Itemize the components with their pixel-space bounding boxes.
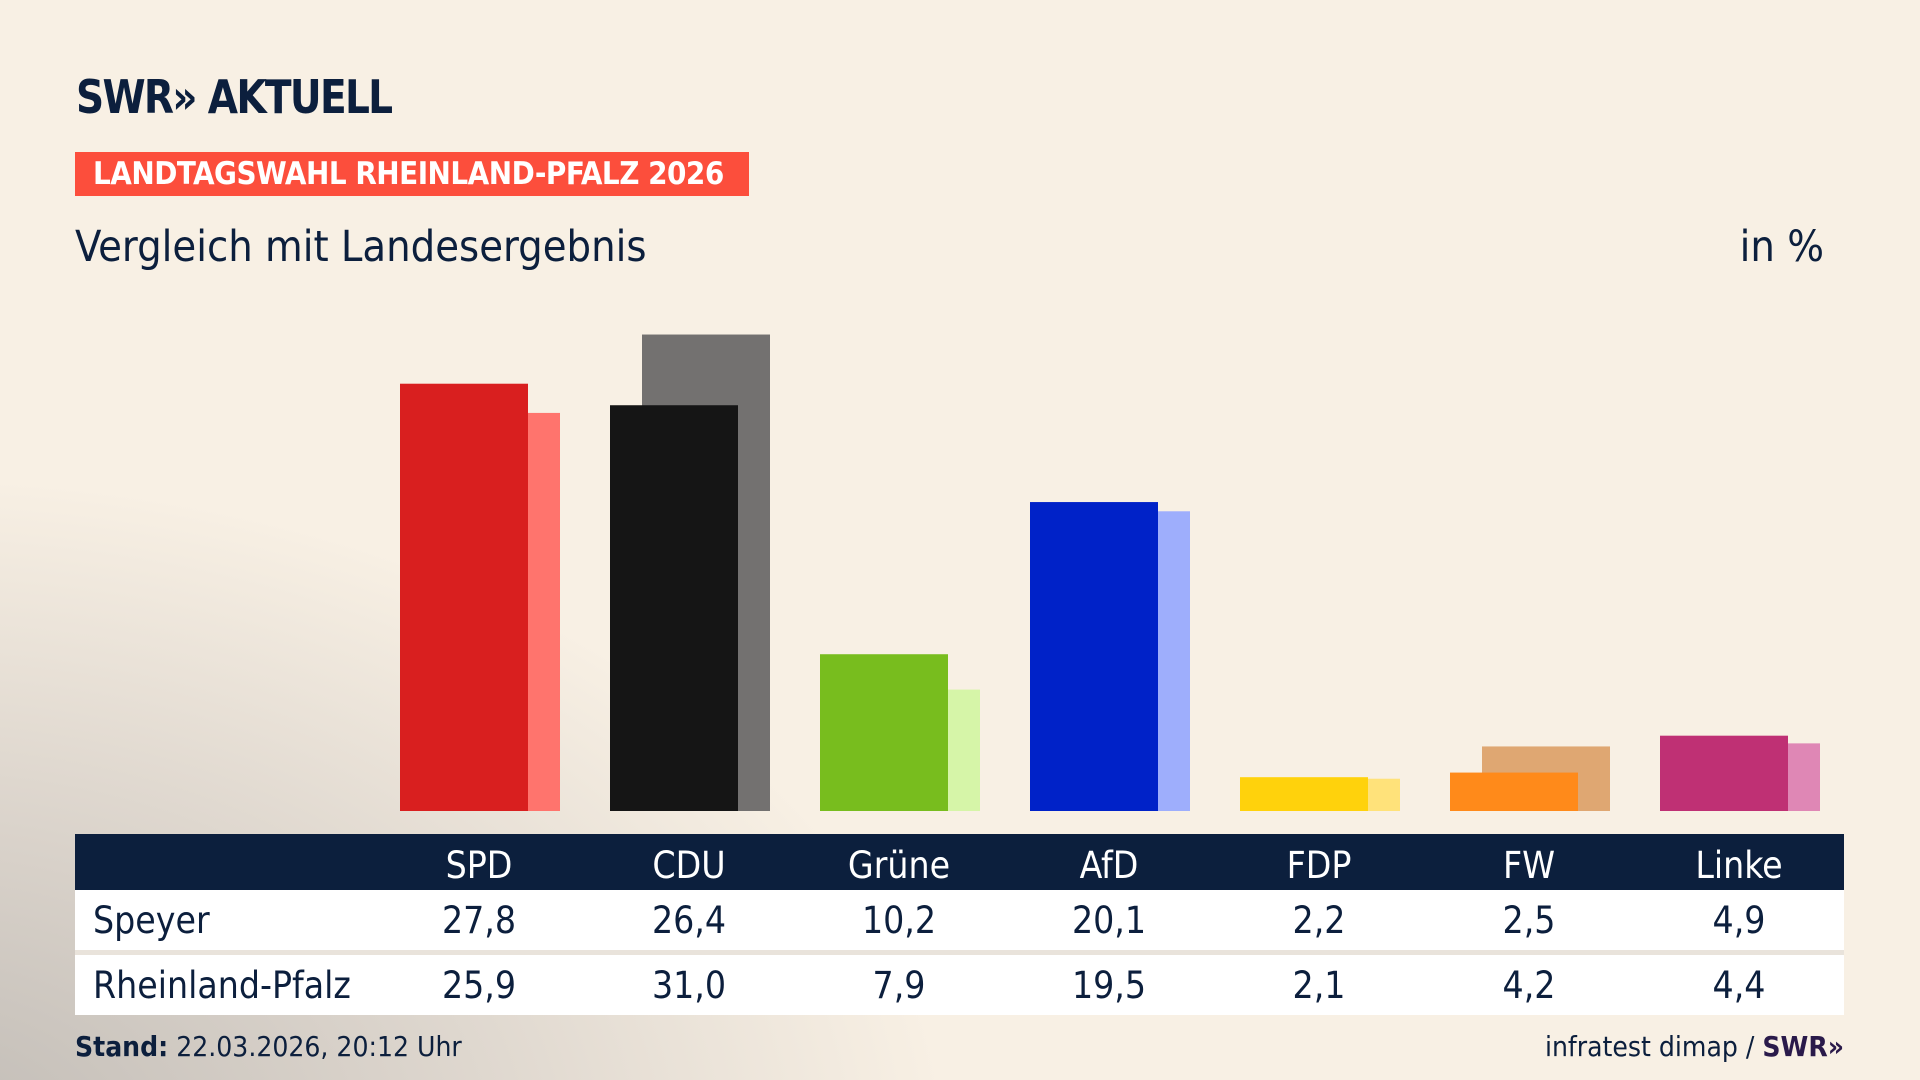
- bar-fdp-speyer: [1240, 777, 1368, 811]
- bar-linke-speyer: [1660, 735, 1788, 811]
- bar-chart: [400, 334, 1820, 811]
- chart-subtitle: Vergleich mit Landesergebnis: [75, 222, 647, 272]
- table-cell: 31,0: [584, 950, 794, 1015]
- results-table: SPD CDU Grüne AfD FDP FW Linke Speyer 27,8 26,4 1…: [75, 834, 1844, 1015]
- table-cell: 25,9: [374, 950, 584, 1015]
- column-header-linke: Linke: [1634, 834, 1844, 890]
- column-header-fw: FW: [1424, 834, 1634, 890]
- table-cell: 19,5: [1004, 950, 1214, 1015]
- row-label: Speyer: [75, 890, 374, 950]
- source: infratest dimap / SWR»: [1545, 1030, 1844, 1063]
- table-cell: 27,8: [374, 890, 584, 950]
- table-cell: 10,2: [794, 890, 1004, 950]
- table-cell: 20,1: [1004, 890, 1214, 950]
- table-cell: 26,4: [584, 890, 794, 950]
- table-row: Speyer 27,8 26,4 10,2 20,1 2,2 2,5 4,9: [75, 890, 1844, 950]
- timestamp: Stand: 22.03.2026, 20:12 Uhr: [75, 1030, 462, 1063]
- stand-label: Stand:: [75, 1030, 169, 1063]
- source-text: infratest dimap /: [1544, 1030, 1755, 1063]
- stand-value: 22.03.2026, 20:12 Uhr: [176, 1030, 462, 1063]
- swr-logo-small: SWR»: [1762, 1030, 1844, 1063]
- table-cell: 2,2: [1214, 890, 1424, 950]
- table-cell: 4,9: [1634, 890, 1844, 950]
- bar-spd-speyer: [400, 383, 528, 811]
- table-cell: 2,5: [1424, 890, 1634, 950]
- table-row: Rheinland-Pfalz 25,9 31,0 7,9 19,5 2,1 4,2 4,4: [75, 950, 1844, 1015]
- swr-aktuell-logo: SWR» AKTUELL: [76, 70, 393, 124]
- table-cell: 7,9: [794, 950, 1004, 1015]
- bar-fw-speyer: [1450, 772, 1578, 811]
- bar-grüne-speyer: [820, 654, 948, 811]
- table-header-empty: [75, 834, 374, 890]
- table-cell: 2,1: [1214, 950, 1424, 1015]
- column-header-cdu: CDU: [584, 834, 794, 890]
- column-header-afd: AfD: [1004, 834, 1214, 890]
- column-header-spd: SPD: [374, 834, 584, 890]
- bar-cdu-speyer: [610, 405, 738, 811]
- column-header-grüne: Grüne: [794, 834, 1004, 890]
- column-header-fdp: FDP: [1214, 834, 1424, 890]
- election-banner: LANDTAGSWAHL RHEINLAND-PFALZ 2026: [75, 152, 749, 196]
- bar-afd-speyer: [1030, 502, 1158, 811]
- table-cell: 4,4: [1634, 950, 1844, 1015]
- table-cell: 4,2: [1424, 950, 1634, 1015]
- unit-label: in %: [1739, 222, 1824, 272]
- row-label: Rheinland-Pfalz: [75, 950, 374, 1015]
